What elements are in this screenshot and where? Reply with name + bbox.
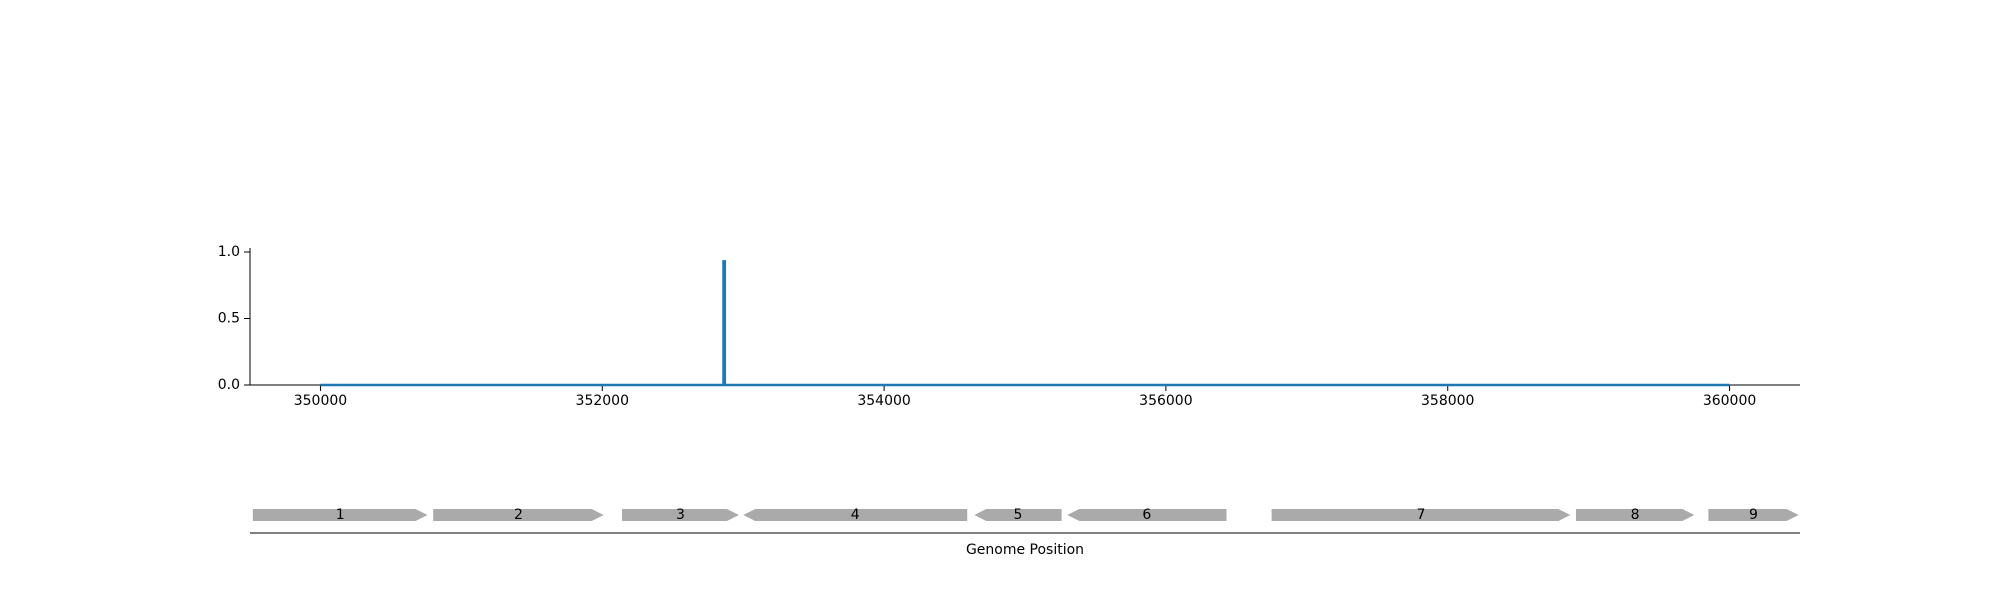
gene-label: 1 xyxy=(336,507,345,523)
gene-2: 2 xyxy=(433,507,604,523)
gene-label: 8 xyxy=(1631,507,1640,523)
x-tick-label: 352000 xyxy=(576,393,629,409)
gene-arrow xyxy=(1271,509,1571,521)
gene-9: 9 xyxy=(1708,507,1799,523)
x-axis-title: Genome Position xyxy=(966,542,1084,558)
gene-label: 3 xyxy=(676,507,685,523)
x-tick-label: 350000 xyxy=(294,393,347,409)
y-tick-label: 0.5 xyxy=(218,310,240,326)
y-tick-label: 1.0 xyxy=(218,244,240,260)
x-tick-label: 356000 xyxy=(1139,393,1192,409)
x-tick-label: 354000 xyxy=(857,393,910,409)
gene-arrow xyxy=(1575,509,1695,521)
gene-3: 3 xyxy=(622,507,739,523)
gene-arrow xyxy=(622,509,739,521)
gene-4: 4 xyxy=(743,507,968,523)
x-tick-label: 358000 xyxy=(1421,393,1474,409)
y-tick-label: 0.0 xyxy=(218,377,240,393)
gene-arrow xyxy=(743,509,968,521)
series-line xyxy=(320,260,1730,387)
x-tick-label: 360000 xyxy=(1703,393,1756,409)
gene-arrow xyxy=(974,509,1062,521)
gene-track: 1 2 3 4 5 6 7 8 9 Genome Position xyxy=(250,507,1800,558)
gene-label: 6 xyxy=(1142,507,1151,523)
y-ticks: 0.0 0.5 1.0 xyxy=(218,244,250,393)
gene-5: 5 xyxy=(974,507,1062,523)
gene-arrow xyxy=(433,509,604,521)
series-layer xyxy=(320,260,1730,387)
gene-label: 2 xyxy=(514,507,523,523)
gene-layer: 1 2 3 4 5 6 7 8 9 xyxy=(252,507,1799,523)
signal-plot: 0.0 0.5 1.0 350000 352000 354000 356000 358000… xyxy=(218,244,1800,409)
gene-label: 7 xyxy=(1416,507,1425,523)
gene-8: 8 xyxy=(1575,507,1695,523)
gene-arrow xyxy=(252,509,428,521)
x-ticks: 350000 352000 354000 356000 358000 360000 xyxy=(294,385,1756,409)
gene-arrow xyxy=(1067,509,1227,521)
gene-label: 4 xyxy=(851,507,860,523)
gene-label: 9 xyxy=(1749,507,1758,523)
gene-1: 1 xyxy=(252,507,428,523)
gene-arrow xyxy=(1708,509,1799,521)
gene-6: 6 xyxy=(1067,507,1227,523)
gene-label: 5 xyxy=(1013,507,1022,523)
gene-7: 7 xyxy=(1271,507,1571,523)
